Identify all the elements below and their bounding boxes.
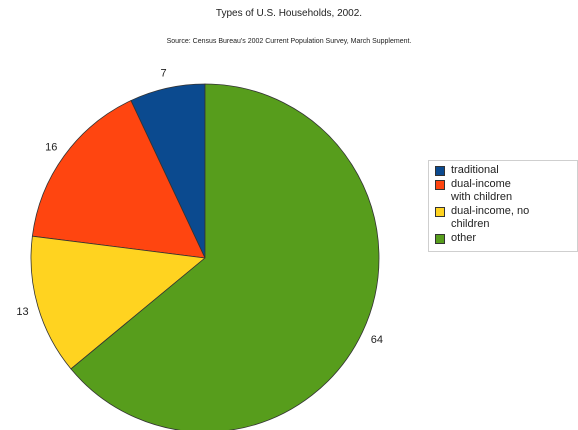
- chart-legend: traditional dual-income with children du…: [428, 160, 578, 252]
- slice-value-label-other: 64: [371, 334, 383, 346]
- slice-value-label-dual-income-with-children: 16: [45, 141, 57, 153]
- pie-slice-dual-income-with-children: [31, 100, 206, 259]
- slice-value-label-dual-income-no-children: 13: [16, 306, 28, 318]
- legend-swatch-dual-income-with-children: [435, 180, 445, 190]
- legend-swatch-dual-income-no-children: [435, 207, 445, 217]
- legend-item-other: other: [433, 232, 573, 245]
- legend-label-dual-income-no-children: dual-income, no children: [451, 205, 530, 230]
- slice-value-label-traditional: 7: [161, 68, 167, 80]
- pie-slice-dual-income-no-children: [30, 235, 206, 370]
- pie-slice-other: [70, 83, 380, 430]
- legend-item-traditional: traditional: [433, 164, 573, 177]
- legend-label-traditional: traditional: [451, 164, 499, 176]
- chart-title: Types of U.S. Households, 2002.: [215, 8, 363, 19]
- legend-label-other: other: [451, 232, 477, 244]
- legend-item-dual-income-no-children: dual-income, no children: [433, 205, 573, 231]
- legend-swatch-traditional: [435, 166, 445, 176]
- legend-item-dual-income-with-children: dual-income with children: [433, 178, 573, 204]
- legend-label-dual-income-with-children: dual-income with children: [451, 178, 513, 203]
- legend-swatch-other: [435, 234, 445, 244]
- chart-subtitle: Source: Census Bureau's 2002 Current Pop…: [166, 38, 412, 45]
